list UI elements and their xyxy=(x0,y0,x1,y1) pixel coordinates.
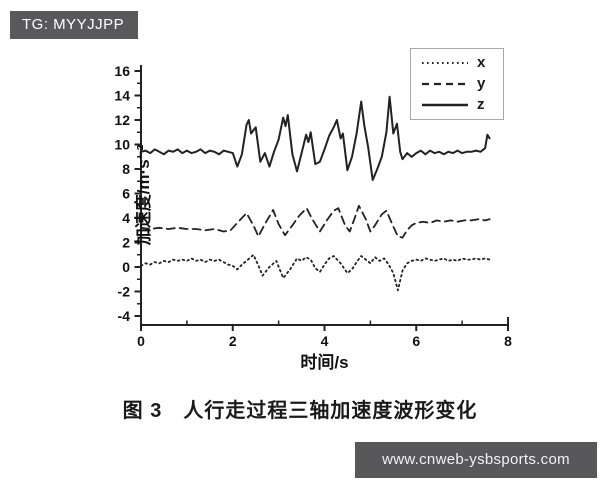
x-tick-label: 0 xyxy=(137,333,145,349)
y-tick-label: 10 xyxy=(114,137,130,153)
x-tick-label: 2 xyxy=(229,333,237,349)
tg-badge-text: TG: MYYJJPP xyxy=(22,16,125,33)
y-tick-label: 12 xyxy=(114,112,130,128)
legend-entry-z: z xyxy=(421,96,495,114)
series-y xyxy=(140,204,491,239)
y-tick-label: 16 xyxy=(114,63,130,79)
tg-badge: TG: MYYJJPP xyxy=(10,11,138,39)
y-tick-label: 0 xyxy=(122,259,130,275)
figure-caption: 图 3 人行走过程三轴加速度波形变化 xyxy=(122,400,478,422)
solid-line-icon xyxy=(422,103,468,106)
dashed-line-icon xyxy=(422,82,468,86)
x-tick-label: 4 xyxy=(321,333,329,349)
y-tick-label: 4 xyxy=(122,210,130,226)
chart-legend: x y z xyxy=(410,48,504,120)
y-tick-label: -2 xyxy=(118,284,131,300)
series-x xyxy=(140,253,491,292)
y-axis-label: 加速度/m·s⁻² xyxy=(134,144,153,246)
y-tick-label: -4 xyxy=(118,308,131,324)
x-axis-label: 时间/s xyxy=(300,353,349,372)
x-tick-label: 8 xyxy=(504,333,512,349)
watermark: www.cnweb-ysbsports.com xyxy=(355,442,597,478)
y-tick-label: 6 xyxy=(122,186,130,202)
dotted-line-icon xyxy=(422,62,468,65)
watermark-text: www.cnweb-ysbsports.com xyxy=(382,451,570,468)
y-tick-label: 14 xyxy=(114,88,130,104)
legend-label-x: x xyxy=(477,54,486,72)
series-z xyxy=(140,95,491,181)
x-tick-label: 6 xyxy=(412,333,420,349)
legend-label-z: z xyxy=(477,95,485,113)
legend-label-y: y xyxy=(477,74,486,92)
legend-entry-x: x xyxy=(421,54,495,72)
legend-entry-y: y xyxy=(421,75,495,93)
y-tick-label: 8 xyxy=(122,161,130,177)
y-tick-label: 2 xyxy=(122,235,130,251)
